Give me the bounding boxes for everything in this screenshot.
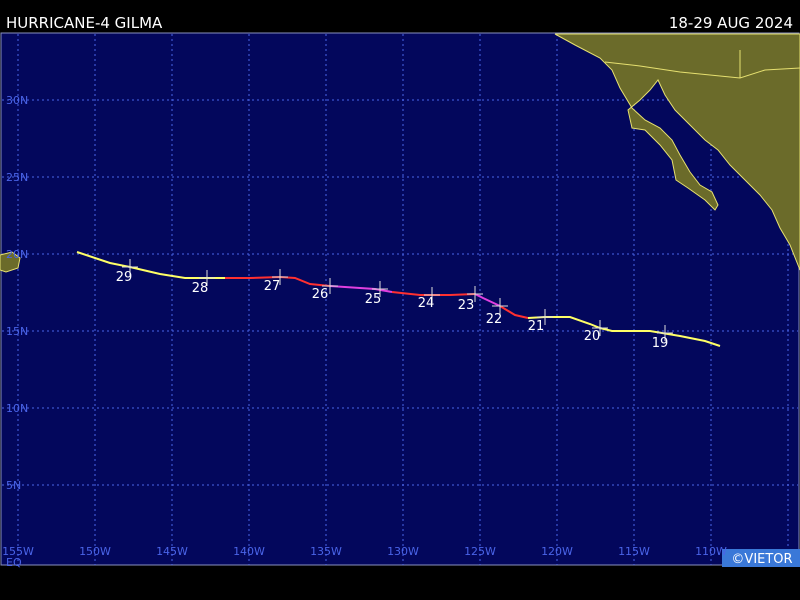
day-label: 22 [486,312,503,327]
day-label: 24 [418,296,435,311]
longitude-label: 155W [2,545,34,558]
storm-track [76,251,721,347]
longitude-label: 140W [233,545,265,558]
latitude-label: 15N [6,325,28,338]
latitude-label: 10N [6,402,28,415]
longitude-label: 145W [156,545,188,558]
day-label: 23 [458,298,475,313]
day-label: 27 [264,279,281,294]
credit-box [722,549,800,567]
latitude-label: 20N [6,248,28,261]
day-label: 20 [584,329,601,344]
longitude-label: 110W [695,545,727,558]
longitude-label: 130W [387,545,419,558]
day-label: 21 [528,319,545,334]
day-label: 28 [192,281,209,296]
land [0,33,800,273]
day-label: 25 [365,292,382,307]
borders [604,50,800,79]
latitude-label: 30N [6,94,28,107]
grid [2,34,798,565]
day-labels: 29 28 27 26 25 24 23 22 21 20 19 [116,270,669,351]
ocean [0,32,800,566]
dates: 18-29 AUG 2024 [669,14,793,32]
day-label: 29 [116,270,133,285]
longitude-label: 120W [541,545,573,558]
latitude-label: 25N [6,171,28,184]
day-label: 19 [652,336,669,351]
day-label: 26 [312,287,329,302]
longitude-label: 135W [310,545,342,558]
longitude-label: 150W [79,545,111,558]
longitude-label: 125W [464,545,496,558]
title: HURRICANE-4 GILMA [6,14,163,32]
track-ticks [122,259,673,341]
latitude-label: 5N [6,479,21,492]
credit: ©VIETOR [731,552,792,567]
longitude-label: 115W [618,545,650,558]
latitude-label: EQ [6,556,22,569]
